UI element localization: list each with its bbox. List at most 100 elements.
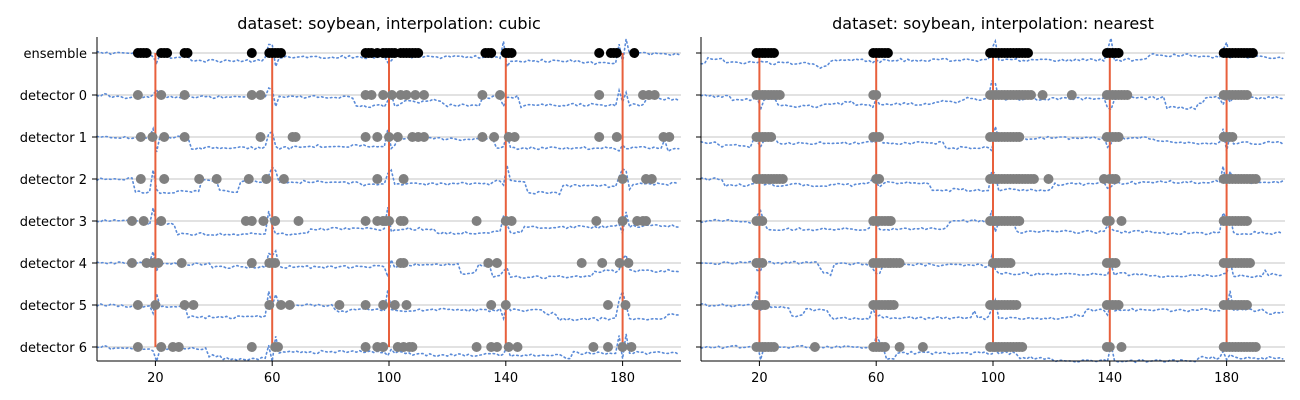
detector-detection-point [284, 300, 295, 310]
chart-panel-nearest: dataset: soybean, interpolation: nearest… [696, 14, 1285, 386]
y-tick-label: detector 2 [20, 173, 87, 188]
detector-detection-point [1250, 342, 1261, 352]
detector-detection-point [477, 90, 488, 100]
score-trace [96, 38, 680, 70]
x-tick-label: 100 [377, 371, 402, 386]
detector-detection-point [1250, 174, 1261, 184]
detector-detection-point [384, 216, 394, 226]
detector-detection-point [489, 132, 500, 142]
detector-detection-point [246, 90, 257, 100]
detector-detection-point [477, 132, 488, 142]
y-tick-label: ensemble [23, 47, 87, 62]
ensemble-detection-point [506, 48, 517, 58]
detector-detection-point [1113, 300, 1124, 310]
detector-detection-point [506, 216, 517, 226]
y-tick-label: detector 0 [20, 89, 87, 104]
x-tick-label: 60 [264, 371, 281, 386]
detector-detection-point [626, 342, 637, 352]
score-trace [700, 166, 1284, 193]
y-tick-label: detector 5 [20, 299, 87, 314]
detector-detection-point [888, 300, 899, 310]
detector-detection-point [389, 300, 400, 310]
detector-detection-point [1028, 174, 1039, 184]
detector-detection-point [153, 258, 164, 268]
ensemble-detection-point [162, 48, 173, 58]
score-trace [700, 253, 1284, 279]
detector-detection-point [135, 132, 146, 142]
detector-detection-point [880, 342, 890, 352]
detector-detection-point [649, 90, 660, 100]
detector-detection-point [1242, 216, 1252, 226]
chart-title-cubic: dataset: soybean, interpolation: cubic [237, 14, 541, 33]
detector-detection-point [1014, 132, 1025, 142]
ensemble-detection-point [1113, 48, 1124, 58]
detector-detection-point [874, 132, 885, 142]
detector-detection-point [194, 174, 205, 184]
detector-detection-point [366, 90, 377, 100]
detector-detection-point [179, 132, 190, 142]
detector-detection-point [492, 342, 502, 352]
detector-detection-point [159, 132, 170, 142]
detector-detection-point [1110, 174, 1121, 184]
y-tick-label: detector 3 [20, 215, 87, 230]
detector-detection-point [617, 342, 628, 352]
detector-detection-point [372, 174, 383, 184]
detector-detection-point [270, 216, 281, 226]
detector-detection-point [156, 342, 167, 352]
detector-detection-point [894, 342, 905, 352]
detector-detection-point [293, 216, 304, 226]
detector-detection-point [378, 342, 389, 352]
x-tick-label: 180 [1214, 371, 1239, 386]
detector-detection-point [246, 342, 257, 352]
x-tick-label: 20 [147, 371, 164, 386]
detector-detection-point [1113, 132, 1124, 142]
detector-detection-point [597, 258, 608, 268]
x-tick-label: 140 [1097, 371, 1122, 386]
score-trace [96, 288, 680, 322]
score-trace [96, 87, 680, 110]
detector-detection-point [492, 258, 502, 268]
detector-detection-point [503, 342, 514, 352]
detector-detection-point [594, 90, 605, 100]
ensemble-detection-point [486, 48, 497, 58]
detector-detection-point [486, 300, 497, 310]
detector-detection-point [188, 300, 199, 310]
detector-detection-point [500, 300, 511, 310]
score-trace [700, 79, 1284, 113]
detector-detection-point [419, 90, 429, 100]
detector-detection-point [258, 216, 269, 226]
detector-detection-point [276, 300, 286, 310]
ensemble-detection-point [611, 48, 622, 58]
detector-detection-point [1227, 132, 1238, 142]
detector-detection-point [1122, 90, 1133, 100]
detector-detection-point [495, 90, 505, 100]
detector-detection-point [419, 132, 429, 142]
detector-detection-point [664, 132, 675, 142]
y-tick-label: detector 6 [20, 341, 87, 356]
detector-detection-point [588, 342, 599, 352]
detector-detection-point [127, 216, 137, 226]
detector-detection-point [1066, 90, 1077, 100]
detector-detection-point [270, 258, 281, 268]
detector-detection-point [401, 90, 412, 100]
detector-detection-point [360, 300, 371, 310]
detector-detection-point [620, 300, 631, 310]
detector-detection-point [774, 90, 785, 100]
detector-detection-point [176, 258, 187, 268]
detector-detection-point [1245, 258, 1255, 268]
score-trace [96, 165, 680, 196]
detector-detection-point [885, 216, 896, 226]
detector-detection-point [378, 300, 389, 310]
detector-detection-point [809, 342, 820, 352]
detector-detection-point [398, 216, 409, 226]
detector-detection-point [407, 342, 418, 352]
detector-detection-point [147, 132, 158, 142]
score-trace [96, 126, 680, 153]
detector-detection-point [243, 174, 254, 184]
detector-detection-point [273, 342, 283, 352]
detector-detection-point [127, 258, 137, 268]
detector-detection-point [261, 174, 272, 184]
detector-detection-point [246, 216, 257, 226]
score-trace [96, 207, 680, 237]
detector-detection-point [334, 300, 345, 310]
